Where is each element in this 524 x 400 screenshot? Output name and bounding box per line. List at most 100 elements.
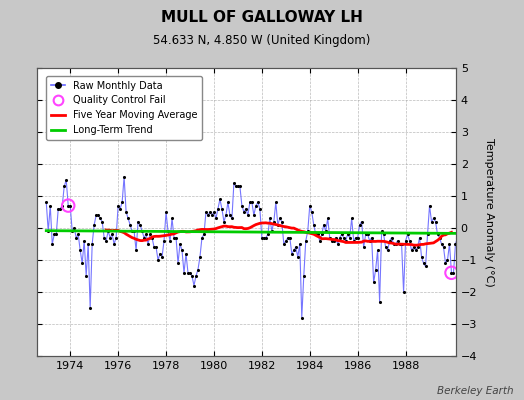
Point xyxy=(322,228,330,234)
Point xyxy=(354,234,362,241)
Point xyxy=(406,238,414,244)
Point xyxy=(146,231,154,238)
Point xyxy=(274,222,282,228)
Point xyxy=(359,244,368,250)
Point xyxy=(46,202,54,209)
Point xyxy=(210,209,218,215)
Point xyxy=(246,199,254,206)
Point xyxy=(369,279,378,286)
Point xyxy=(481,218,489,225)
Point xyxy=(483,218,492,225)
Point xyxy=(90,222,99,228)
Point xyxy=(154,257,162,263)
Point xyxy=(344,231,352,238)
Point xyxy=(238,202,246,209)
Point xyxy=(435,234,444,241)
Point xyxy=(463,238,472,244)
Point xyxy=(52,231,60,238)
Point xyxy=(505,190,514,196)
Point xyxy=(188,273,196,279)
Point xyxy=(132,247,140,254)
Point xyxy=(399,289,408,295)
Point xyxy=(291,244,300,250)
Point xyxy=(429,215,438,222)
Point xyxy=(447,270,456,276)
Point xyxy=(296,241,304,247)
Point xyxy=(280,241,288,247)
Point xyxy=(342,238,350,244)
Point xyxy=(439,244,447,250)
Point xyxy=(164,228,172,234)
Point xyxy=(433,231,442,238)
Text: Berkeley Earth: Berkeley Earth xyxy=(437,386,514,396)
Point xyxy=(116,206,124,212)
Point xyxy=(208,212,216,218)
Point xyxy=(212,215,220,222)
Point xyxy=(425,202,434,209)
Point xyxy=(447,270,456,276)
Point xyxy=(318,231,326,238)
Point xyxy=(340,234,348,241)
Point xyxy=(110,241,118,247)
Point xyxy=(128,228,136,234)
Point xyxy=(174,260,182,266)
Point xyxy=(459,238,467,244)
Point xyxy=(377,228,386,234)
Point xyxy=(118,199,126,206)
Point xyxy=(453,234,462,241)
Point xyxy=(397,241,406,247)
Point xyxy=(54,206,62,212)
Point xyxy=(234,183,242,190)
Point xyxy=(78,260,86,266)
Point xyxy=(168,215,176,222)
Point xyxy=(172,234,180,241)
Point xyxy=(122,209,130,215)
Point xyxy=(465,244,474,250)
Point xyxy=(92,212,101,218)
Point xyxy=(473,209,482,215)
Point xyxy=(218,206,226,212)
Point xyxy=(182,250,190,257)
Point xyxy=(470,244,478,250)
Point xyxy=(98,218,106,225)
Point xyxy=(416,234,424,241)
Point xyxy=(325,234,334,241)
Point xyxy=(457,238,466,244)
Point xyxy=(66,202,74,209)
Point xyxy=(254,199,262,206)
Point xyxy=(438,241,446,247)
Point xyxy=(394,238,402,244)
Point xyxy=(407,247,416,254)
Point xyxy=(367,234,376,241)
Point xyxy=(286,234,294,241)
Point xyxy=(192,273,200,279)
Point xyxy=(106,234,114,241)
Point xyxy=(403,231,412,238)
Point xyxy=(375,298,384,305)
Point xyxy=(120,174,128,180)
Point xyxy=(84,241,92,247)
Point xyxy=(302,238,310,244)
Point xyxy=(70,225,79,231)
Point xyxy=(278,218,286,225)
Point xyxy=(455,238,464,244)
Point xyxy=(200,231,208,238)
Point xyxy=(477,215,486,222)
Point xyxy=(313,231,322,238)
Point xyxy=(357,218,366,225)
Point xyxy=(130,228,138,234)
Point xyxy=(68,228,77,234)
Point xyxy=(417,254,425,260)
Point xyxy=(224,199,232,206)
Point xyxy=(461,234,470,241)
Point xyxy=(431,218,440,225)
Point xyxy=(364,231,372,238)
Text: MULL OF GALLOWAY LH: MULL OF GALLOWAY LH xyxy=(161,10,363,25)
Point xyxy=(387,234,396,241)
Point xyxy=(204,212,212,218)
Point xyxy=(347,215,356,222)
Point xyxy=(248,199,256,206)
Point xyxy=(140,234,148,241)
Point xyxy=(239,209,248,215)
Point xyxy=(386,238,394,244)
